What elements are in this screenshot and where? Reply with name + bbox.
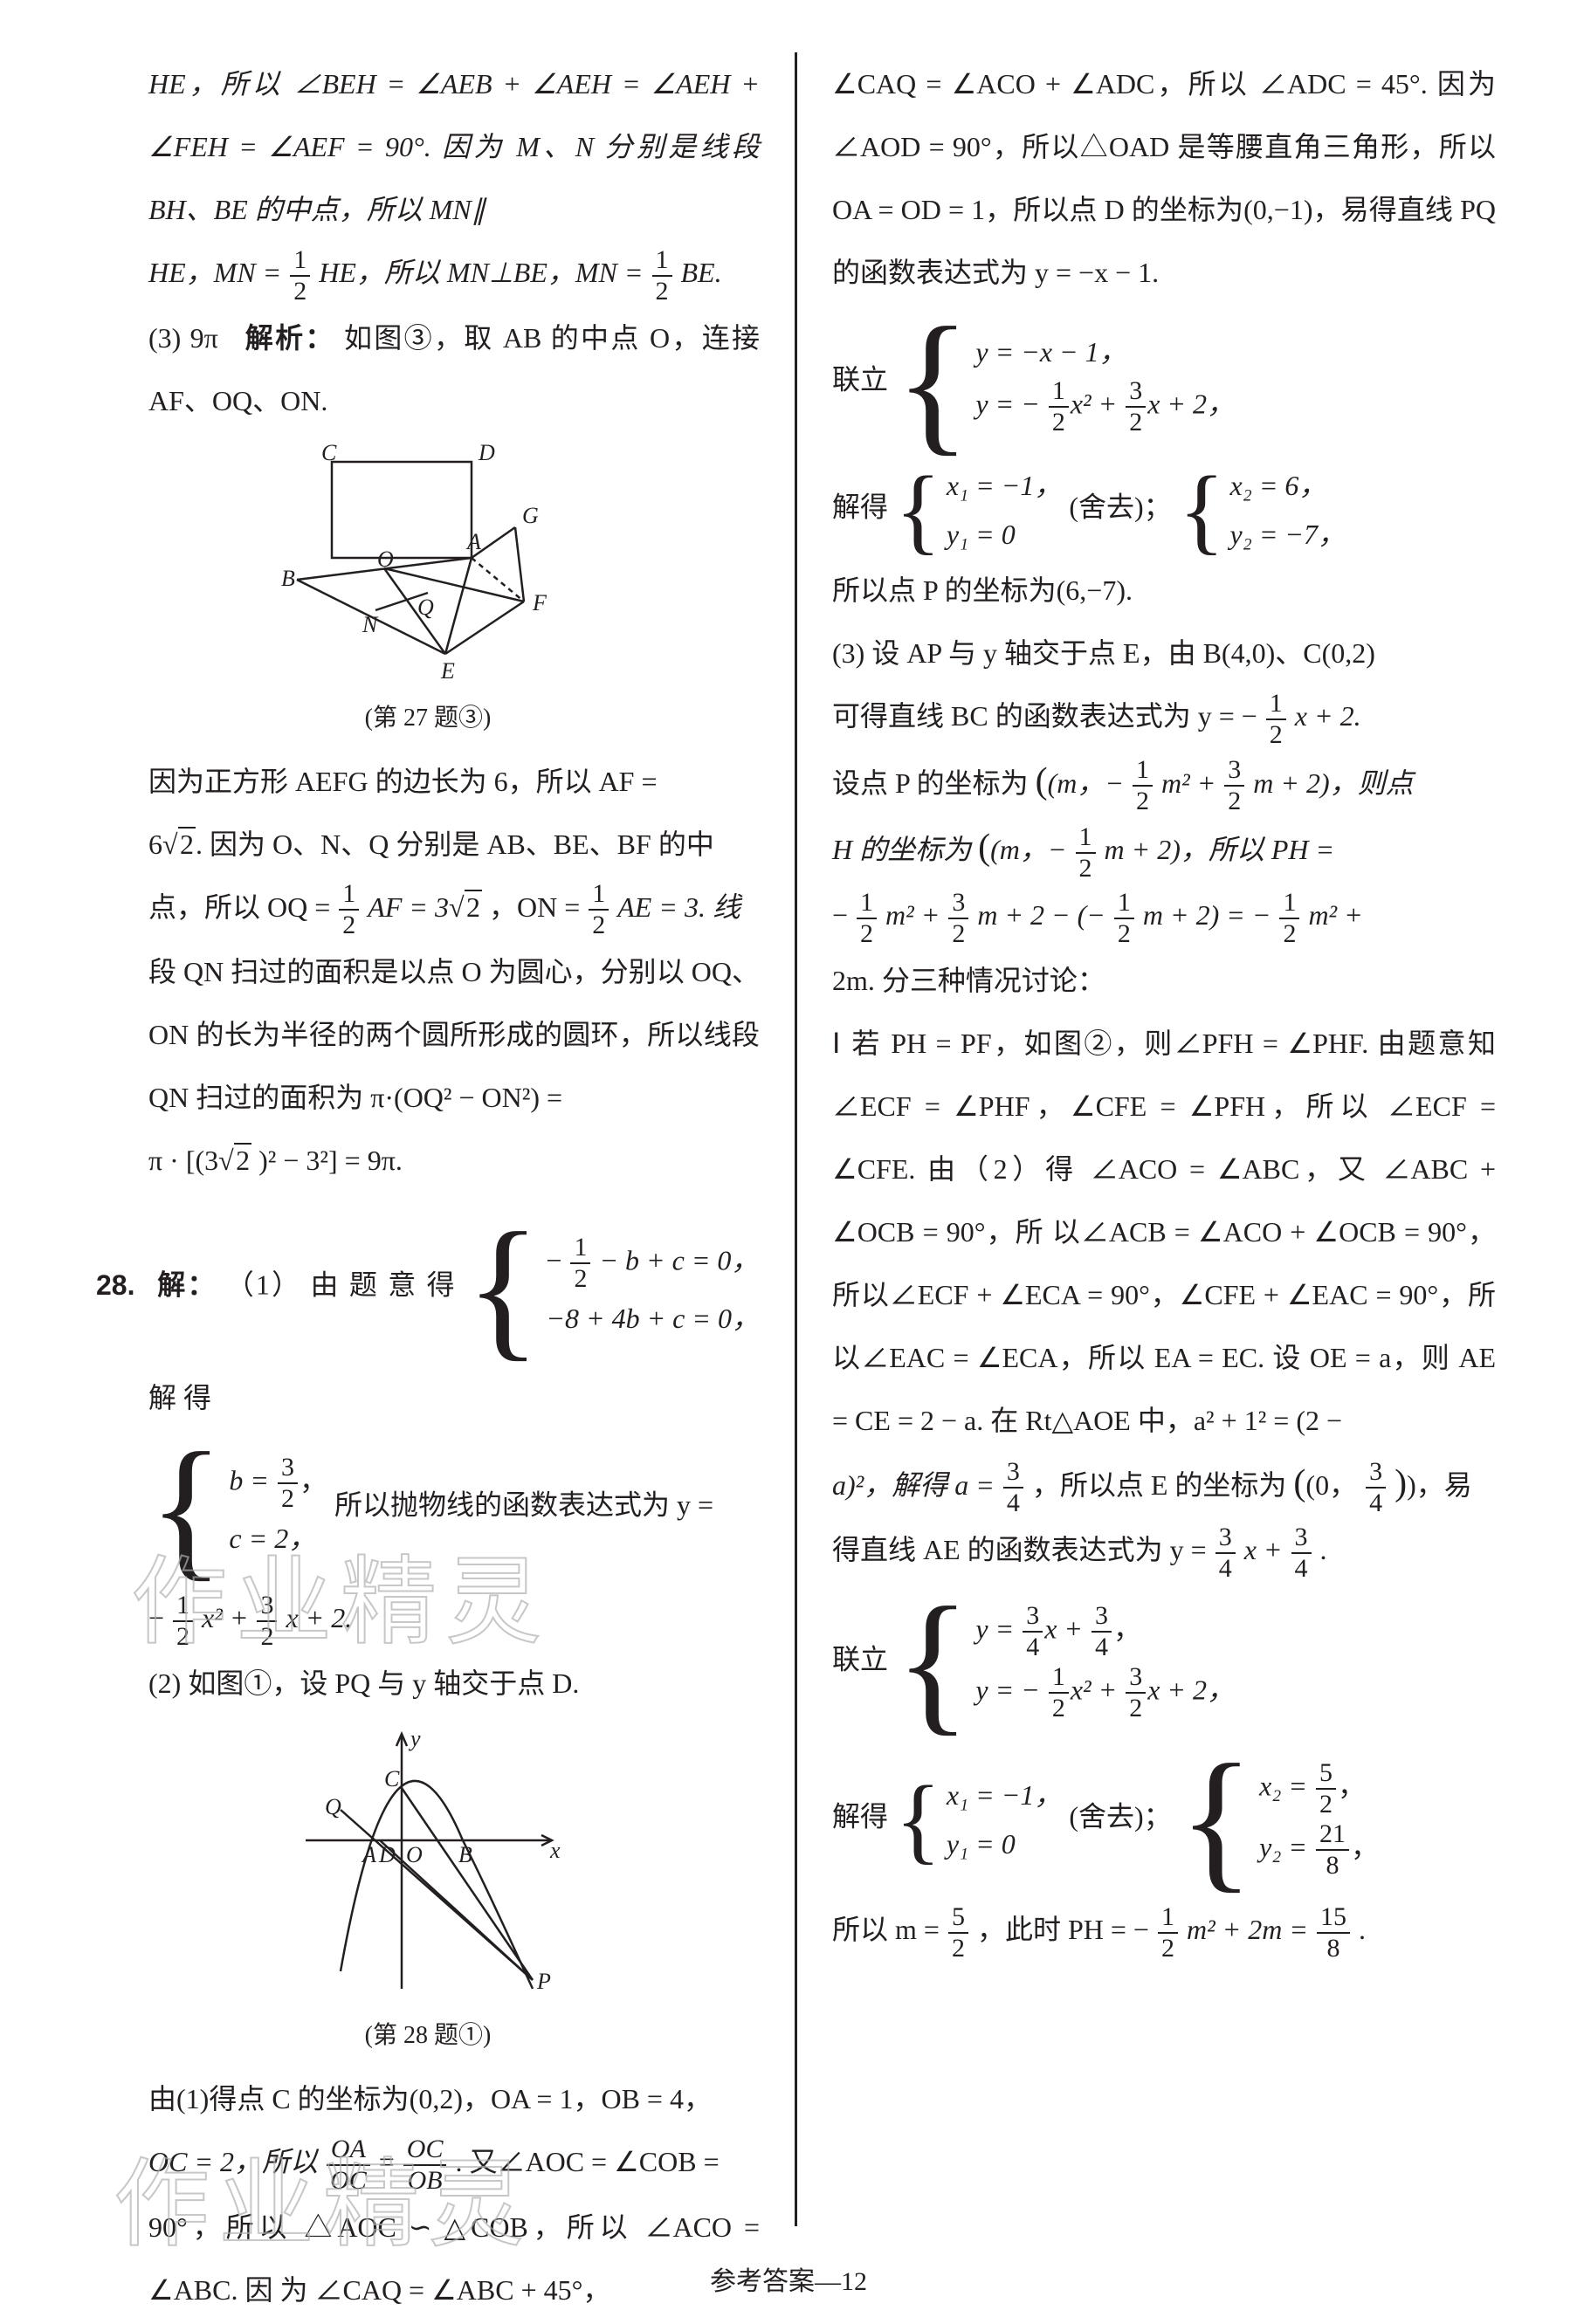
- svg-text:C: C: [384, 1766, 400, 1791]
- svg-text:x: x: [549, 1838, 561, 1863]
- svg-text:y: y: [408, 1727, 421, 1751]
- text-line: 2m. 分三种情况讨论：: [832, 949, 1496, 1012]
- svg-text:E: E: [440, 658, 455, 684]
- figure-28: y x C Q A D O B P: [288, 1727, 568, 2006]
- svg-text:Q: Q: [417, 595, 434, 620]
- svg-text:A: A: [465, 529, 481, 554]
- text-line: 所以点 P 的坐标为(6,−7).: [832, 559, 1496, 622]
- text-line: 点，所以 OQ = 12 AF = 32 ，ON = 12 AE = 3. 线: [96, 876, 760, 941]
- text-line: 联立 { y = 34x + 34， y = − 12x² + 32x + 2，: [832, 1584, 1496, 1741]
- fraction: 12: [290, 245, 310, 306]
- text-line: (2) 如图①，设 PQ 与 y 轴交于点 D.: [96, 1652, 760, 1715]
- text-line: 由(1)得点 C 的坐标为(0,2)，OA = 1，OB = 4，: [96, 2067, 760, 2130]
- text-line: 设点 P 的坐标为 ((m，− 12 m² + 32 m + 2)，则点: [832, 750, 1496, 817]
- svg-text:P: P: [536, 1969, 551, 1994]
- right-column: ∠CAQ = ∠ACO + ∠ADC，所以 ∠ADC = 45°. 因为∠AOD…: [797, 52, 1496, 2226]
- svg-text:F: F: [532, 590, 547, 615]
- text-line: 因为正方形 AEFG 的边长为 6，所以 AF =: [96, 750, 760, 813]
- text-line: 可得直线 BC 的函数表达式为 y = − 12 x + 2.: [832, 684, 1496, 750]
- equation-cases: { − 12 − b + c = 0， −8 + 4b + c = 0，: [465, 1209, 760, 1366]
- text-line: 所以 m = 52 ，此时 PH = − 12 m² + 2m = 158 .: [832, 1898, 1496, 1963]
- math-text: HE，所以 ∠BEH = ∠AEB + ∠AEH = ∠AEH + ∠FEH =…: [148, 68, 760, 225]
- question-28: 28. 解： （1） 由 题 意 得 { − 12 − b + c = 0， −…: [96, 1209, 760, 1429]
- text-line: 解得 {x₁ = −1，y₁ = 0 (舍去)； {x₂ = 6，y₂ = −7…: [832, 461, 1496, 559]
- svg-text:O: O: [377, 547, 394, 572]
- text-line: π · [(32 )² − 3²] = 9π.: [96, 1129, 760, 1192]
- fraction: OCOB: [403, 2135, 447, 2196]
- figure-caption: (第 27 题③): [96, 701, 760, 736]
- text-line: − 12 x² + 32 x + 2.: [96, 1586, 760, 1652]
- page: HE，所以 ∠BEH = ∠AEB + ∠AEH = ∠AEH + ∠FEH =…: [0, 0, 1577, 2324]
- text-line: OC = 2，所以 OAOC = OCOB . 又∠AOC = ∠COB =: [96, 2130, 760, 2196]
- text-line: { b = 32， c = 2， 所以抛物线的函数表达式为 y =: [96, 1429, 760, 1586]
- fraction: 12: [652, 245, 672, 306]
- left-column: HE，所以 ∠BEH = ∠AEB + ∠AEH = ∠AEH + ∠FEH =…: [96, 52, 795, 2226]
- equation-cases: { b = 32， c = 2，: [148, 1429, 327, 1586]
- question-number: 28.: [96, 1254, 148, 1317]
- fraction: OAOC: [327, 2135, 370, 2196]
- svg-text:G: G: [522, 503, 539, 528]
- text-block: Ⅰ 若 PH = PF，如图②，则∠PFH = ∠PHF. 由题意知∠ECF =…: [832, 1012, 1496, 1452]
- text-block: ∠CAQ = ∠ACO + ∠ADC，所以 ∠ADC = 45°. 因为∠AOD…: [832, 52, 1496, 304]
- text-block: HE，所以 ∠BEH = ∠AEB + ∠AEH = ∠AEH + ∠FEH =…: [96, 52, 760, 241]
- svg-text:C: C: [321, 444, 337, 465]
- page-footer: 参考答案—12: [0, 2259, 1577, 2298]
- svg-text:O: O: [406, 1842, 423, 1867]
- svg-text:B: B: [281, 566, 295, 591]
- text-line: HE，MN = 12 HE，所以 MN⊥BE，MN = 12 BE.: [96, 241, 760, 306]
- svg-text:D: D: [378, 1842, 396, 1867]
- text-line: H 的坐标为 ((m，− 12 m + 2)，所以 PH =: [832, 816, 1496, 884]
- svg-text:N: N: [362, 612, 379, 637]
- svg-text:B: B: [458, 1842, 472, 1867]
- text-line: 联立 { y = −x − 1， y = − 12x² + 32x + 2，: [832, 304, 1496, 461]
- two-column-layout: HE，所以 ∠BEH = ∠AEB + ∠AEH = ∠AEH + ∠FEH =…: [96, 52, 1498, 2226]
- svg-text:Q: Q: [325, 1794, 341, 1819]
- text-line: (3) 设 AP 与 y 轴交于点 E，由 B(4,0)、C(0,2): [832, 622, 1496, 684]
- text-line: − 12 m² + 32 m + 2 − (− 12 m + 2) = − 12…: [832, 884, 1496, 949]
- figure-27: C D B A G F E O Q N: [271, 444, 585, 689]
- text-line: (3) 9π 解析： 如图③，取 AB 的中点 O，连接 AF、OQ、ON.: [96, 306, 760, 432]
- text-block: 90°，所以 △AOC ∽ △COB，所以 ∠ACO = ∠ABC. 因 为 ∠…: [96, 2196, 760, 2321]
- text-block: 段 QN 扫过的面积是以点 O 为圆心，分别以 OQ、ON 的长为半径的两个圆所…: [96, 940, 760, 1129]
- text-line: a)²，解得 a = 34 ，所以点 E 的坐标为 ((0， 34 ))，易: [832, 1452, 1496, 1519]
- text-line: 解得 {x₁ = −1，y₁ = 0 (舍去)； { x₂ = 52， y₂ =…: [832, 1741, 1496, 1898]
- svg-text:D: D: [478, 444, 495, 465]
- text-line: 得直线 AE 的函数表达式为 y = 34 x + 34 .: [832, 1518, 1496, 1584]
- figure-caption: (第 28 题①): [96, 2018, 760, 2053]
- text-line: 62. 因为 O、N、Q 分别是 AB、BE、BF 的中: [96, 813, 760, 876]
- svg-text:A: A: [361, 1842, 376, 1867]
